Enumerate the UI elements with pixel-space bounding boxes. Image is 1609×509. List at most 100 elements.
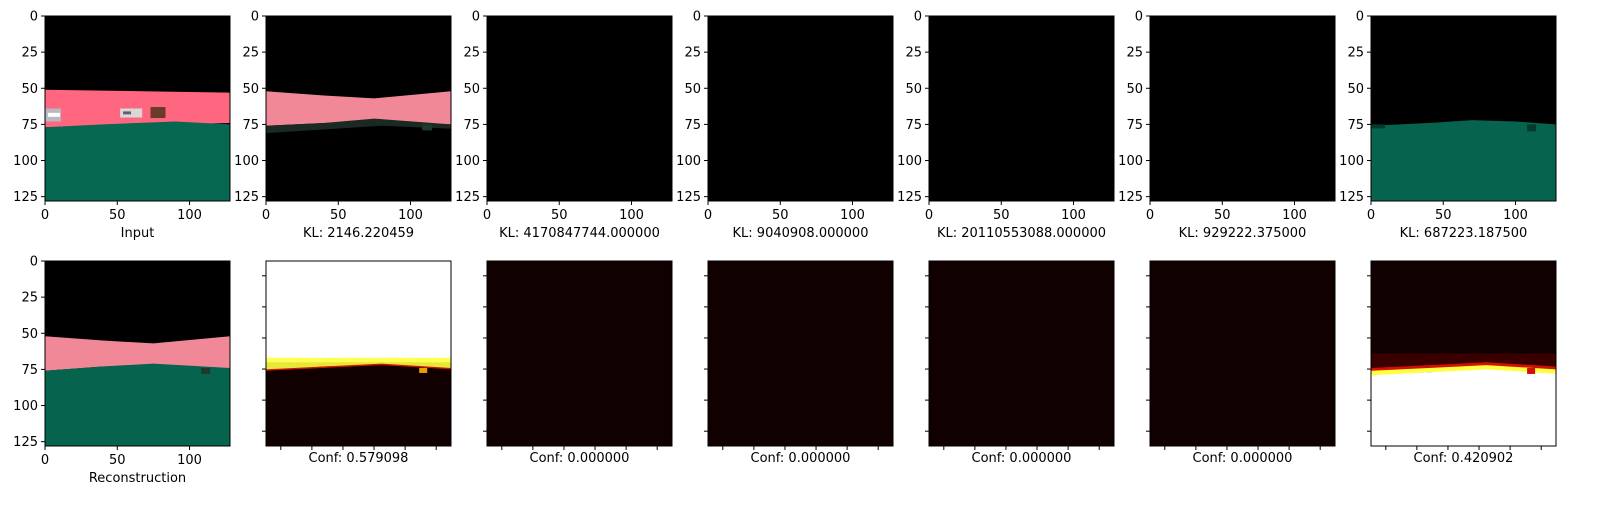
y-tick-label: 125 xyxy=(897,190,922,205)
vehicle-brown xyxy=(150,107,166,119)
panel-top-7: 0 50 100 0 25 50 75 100 125 KL: 687223.187500 xyxy=(1339,10,1557,241)
panel-bottom-5: Conf: 0.000000 xyxy=(925,260,1115,466)
y-tick-label: 25 xyxy=(21,291,38,306)
y-tick-label: 50 xyxy=(905,82,922,97)
road-shadow xyxy=(266,118,451,134)
axes-frame xyxy=(1149,15,1336,202)
axes-frame xyxy=(707,15,894,202)
y-tick-label: 75 xyxy=(684,118,701,133)
x-tick-label: 0 xyxy=(41,453,49,468)
axes-frame xyxy=(44,15,231,202)
heat-artifact xyxy=(419,367,428,373)
y-tick-label: 125 xyxy=(13,435,38,450)
panel-caption: Reconstruction xyxy=(89,471,186,486)
artifact xyxy=(201,367,211,374)
y-tick-label: 0 xyxy=(251,10,259,25)
y-tick-label: 100 xyxy=(455,154,480,169)
y-tick-label: 25 xyxy=(1347,46,1364,61)
x-tick-label: 50 xyxy=(993,208,1010,223)
vehicle-middle xyxy=(120,108,143,118)
y-tick-label: 0 xyxy=(1356,10,1364,25)
y-tick-label: 0 xyxy=(472,10,480,25)
axes-frame xyxy=(1149,260,1336,447)
y-tick-label: 75 xyxy=(242,118,259,133)
panel-caption: Input xyxy=(121,226,155,241)
image-background xyxy=(1150,16,1335,201)
panel-caption: Conf: 0.000000 xyxy=(1193,451,1293,466)
ground-region xyxy=(1371,120,1556,201)
y-tick-label: 100 xyxy=(676,154,701,169)
y-tick-label: 100 xyxy=(234,154,259,169)
panel-caption: KL: 2146.220459 xyxy=(303,226,414,241)
y-tick-label: 75 xyxy=(463,118,480,133)
x-tick-label: 0 xyxy=(925,208,933,223)
artifact xyxy=(422,124,433,131)
panel-bottom-6: Conf: 0.000000 xyxy=(1146,260,1336,466)
y-tick-label: 25 xyxy=(905,46,922,61)
x-tick-label: 0 xyxy=(704,208,712,223)
x-tick-label: 50 xyxy=(330,208,347,223)
heat-max xyxy=(266,261,451,363)
y-tick-label: 0 xyxy=(693,10,701,25)
x-tick-label: 100 xyxy=(619,208,644,223)
y-tick-label: 0 xyxy=(30,10,38,25)
y-tick-label: 0 xyxy=(30,255,38,270)
x-tick-label: 50 xyxy=(1435,208,1452,223)
axes-frame xyxy=(928,15,1115,202)
y-tick-label: 25 xyxy=(684,46,701,61)
y-tick-label: 75 xyxy=(21,118,38,133)
y-tick-label: 125 xyxy=(1118,190,1143,205)
panel-caption: Conf: 0.000000 xyxy=(751,451,851,466)
x-tick-label: 100 xyxy=(840,208,865,223)
y-tick-label: 25 xyxy=(21,46,38,61)
ground-region xyxy=(45,121,230,201)
heat-artifact xyxy=(1527,367,1536,374)
image-background xyxy=(487,16,672,201)
y-tick-label: 25 xyxy=(242,46,259,61)
y-tick-label: 75 xyxy=(21,363,38,378)
heat-max xyxy=(1371,369,1556,446)
y-tick-label: 100 xyxy=(13,399,38,414)
axes-frame xyxy=(928,260,1115,447)
x-tick-label: 50 xyxy=(551,208,568,223)
x-tick-label: 100 xyxy=(398,208,423,223)
y-tick-label: 100 xyxy=(1118,154,1143,169)
heat-high xyxy=(266,357,451,371)
y-tick-label: 25 xyxy=(463,46,480,61)
panel-caption: Conf: 0.000000 xyxy=(530,451,630,466)
ground-region xyxy=(45,363,230,446)
x-tick-label: 0 xyxy=(262,208,270,223)
artifact xyxy=(1527,124,1537,132)
y-tick-label: 50 xyxy=(1347,82,1364,97)
panel-caption: Conf: 0.579098 xyxy=(309,451,409,466)
axes-frame xyxy=(486,260,673,447)
x-tick-label: 50 xyxy=(1214,208,1231,223)
x-tick-label: 50 xyxy=(109,453,126,468)
panel-bottom-7: Conf: 0.420902 xyxy=(1367,260,1557,466)
panel-caption: KL: 9040908.000000 xyxy=(733,226,869,241)
vehicle-left-glass xyxy=(47,112,60,117)
heat-low xyxy=(929,261,1114,446)
heat-mid xyxy=(266,363,451,373)
y-tick-label: 0 xyxy=(914,10,922,25)
panel-caption: KL: 929222.375000 xyxy=(1179,226,1307,241)
axes-frame xyxy=(44,260,231,447)
y-tick-label: 100 xyxy=(13,154,38,169)
road-region xyxy=(266,91,451,126)
vehicle-middle-window xyxy=(123,111,132,115)
y-tick-label: 125 xyxy=(13,190,38,205)
panel-bottom-3: Conf: 0.000000 xyxy=(483,260,673,466)
axes-frame xyxy=(1370,15,1557,202)
panel-top-2: 0 50 100 0 25 50 75 100 125 KL: 2146.220459 xyxy=(234,10,452,241)
panel-bottom-4: Conf: 0.000000 xyxy=(704,260,894,466)
x-tick-label: 0 xyxy=(41,208,49,223)
y-tick-label: 75 xyxy=(905,118,922,133)
x-tick-label: 100 xyxy=(1061,208,1086,223)
panel-top-4: 0 50 100 0 25 50 75 100 125 KL: 9040908.000000 xyxy=(676,10,894,241)
panel-top-5: 0 50 100 0 25 50 75 100 125 KL: 20110553088.00000… xyxy=(897,10,1115,241)
heat-low xyxy=(708,261,893,446)
x-tick-label: 50 xyxy=(772,208,789,223)
y-tick-label: 75 xyxy=(1347,118,1364,133)
y-tick-label: 50 xyxy=(684,82,701,97)
y-tick-label: 50 xyxy=(21,327,38,342)
